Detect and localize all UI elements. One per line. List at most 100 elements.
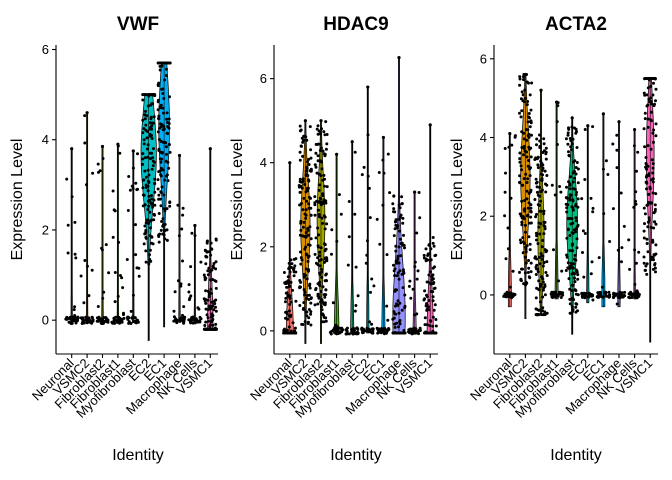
data-point	[534, 177, 538, 181]
data-point	[318, 196, 322, 200]
data-point	[534, 215, 538, 219]
data-point	[127, 316, 131, 320]
data-point	[427, 299, 431, 302]
data-point	[141, 157, 145, 161]
data-point	[163, 140, 167, 144]
data-point	[328, 330, 332, 334]
data-point	[550, 183, 554, 187]
data-point	[523, 255, 527, 259]
data-point	[313, 195, 317, 199]
data-point	[285, 285, 289, 289]
data-point	[565, 236, 569, 240]
data-point	[574, 219, 578, 223]
data-point	[654, 270, 657, 274]
data-point	[646, 250, 650, 254]
data-point	[413, 313, 417, 317]
data-point	[424, 304, 428, 308]
data-point	[152, 218, 156, 222]
data-point	[628, 267, 632, 271]
data-point	[160, 87, 164, 91]
data-point	[211, 323, 215, 327]
data-point	[574, 216, 578, 220]
data-point	[162, 193, 166, 197]
data-point	[308, 225, 312, 229]
data-point	[204, 320, 208, 324]
data-point	[391, 202, 395, 206]
data-point	[304, 173, 308, 176]
data-point	[651, 162, 655, 166]
data-point	[324, 201, 328, 205]
data-point	[288, 296, 292, 300]
data-point	[149, 226, 152, 230]
data-point	[168, 61, 172, 65]
data-point	[513, 135, 517, 139]
data-point	[176, 203, 180, 207]
data-point	[573, 253, 577, 257]
data-point	[511, 269, 515, 273]
data-point	[542, 224, 546, 227]
data-point	[76, 316, 80, 320]
data-point	[539, 222, 543, 226]
data-point	[208, 324, 212, 328]
data-point	[298, 124, 302, 128]
data-point	[317, 200, 321, 204]
data-point	[633, 248, 637, 252]
data-point	[544, 250, 548, 254]
data-point	[607, 290, 611, 294]
data-point	[634, 199, 637, 203]
data-point	[325, 259, 329, 263]
data-point	[542, 137, 546, 141]
data-point	[417, 191, 421, 194]
data-point	[162, 127, 166, 131]
data-point	[317, 208, 320, 212]
data-point	[649, 100, 653, 104]
data-point	[118, 274, 122, 277]
data-point	[111, 321, 115, 325]
data-point	[544, 146, 548, 150]
data-point	[157, 197, 161, 201]
data-point	[650, 102, 654, 106]
data-point	[214, 322, 218, 326]
data-point	[304, 208, 308, 212]
data-point	[289, 258, 293, 262]
data-point	[321, 285, 325, 289]
data-point	[573, 228, 577, 232]
data-point	[542, 212, 546, 216]
data-point	[204, 307, 208, 311]
data-point-max	[100, 144, 105, 149]
data-point	[134, 223, 137, 227]
data-point	[538, 232, 542, 236]
data-point	[74, 256, 78, 260]
data-point-max	[319, 119, 323, 123]
data-point	[434, 253, 438, 257]
data-point	[305, 314, 309, 318]
data-point	[147, 222, 151, 225]
data-point	[73, 220, 77, 224]
data-point	[642, 236, 646, 240]
data-point	[534, 265, 538, 269]
data-point	[570, 231, 574, 235]
data-point	[530, 81, 534, 85]
data-point	[117, 319, 121, 323]
data-point	[424, 247, 428, 251]
data-point	[82, 301, 86, 305]
data-point	[391, 317, 395, 321]
data-point	[571, 221, 575, 225]
data-point	[369, 290, 372, 294]
data-point	[571, 171, 575, 175]
data-point	[568, 196, 572, 200]
data-point	[163, 229, 167, 232]
data-point	[611, 142, 615, 146]
data-point	[544, 157, 548, 161]
data-point	[179, 284, 183, 288]
data-point	[542, 232, 546, 236]
data-point	[89, 319, 93, 323]
data-point	[83, 114, 87, 118]
data-point	[647, 117, 650, 121]
y-axis-label: Expression Level	[229, 139, 246, 261]
data-point	[426, 254, 430, 257]
data-point	[304, 310, 308, 314]
data-point	[653, 262, 657, 266]
data-point	[536, 156, 540, 160]
data-point	[141, 93, 145, 97]
